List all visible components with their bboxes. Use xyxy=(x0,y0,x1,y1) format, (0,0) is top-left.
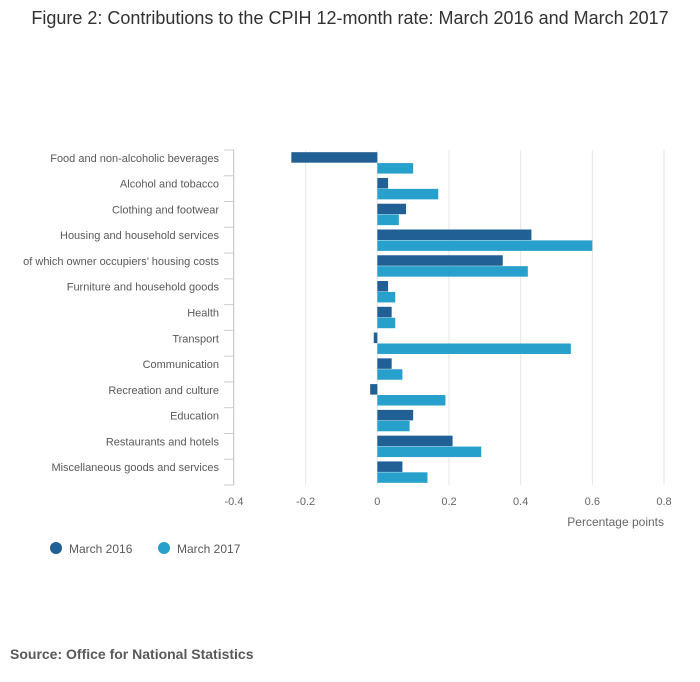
bar-march-2017 xyxy=(377,240,593,251)
category-label: Housing and household services xyxy=(60,230,219,242)
legend-marker xyxy=(50,542,62,554)
bar-march-2016 xyxy=(370,384,378,395)
bar-march-2017 xyxy=(377,446,482,458)
bar-march-2016 xyxy=(377,306,392,318)
bar-march-2016 xyxy=(291,152,378,163)
category-label: Miscellaneous goods and services xyxy=(51,462,219,474)
category-label: Restaurants and hotels xyxy=(106,436,220,448)
bar-march-2017 xyxy=(377,214,399,226)
bar-march-2016 xyxy=(377,203,406,215)
x-tick-label: 0.8 xyxy=(656,496,671,508)
category-label: Alcohol and tobacco xyxy=(120,179,219,191)
bar-march-2016 xyxy=(377,177,389,189)
legend: March 2016 March 2017 xyxy=(50,542,241,556)
bar-march-2017 xyxy=(377,472,428,483)
category-axis xyxy=(224,149,234,486)
bar-march-2017 xyxy=(377,420,410,432)
bars xyxy=(291,152,593,483)
category-label: Clothing and footwear xyxy=(112,204,219,216)
x-tick-label: 0.4 xyxy=(513,496,528,508)
bar-march-2017 xyxy=(377,369,403,380)
bar-march-2016 xyxy=(377,461,403,472)
x-tick-label: 0.2 xyxy=(441,496,456,508)
bar-march-2017 xyxy=(377,188,439,200)
bar-march-2016 xyxy=(377,409,414,421)
category-label: of which owner occupiers’ housing costs xyxy=(23,256,219,268)
gridlines xyxy=(233,150,665,485)
chart-title: Figure 2: Contributions to the CPIH 12-m… xyxy=(31,8,669,28)
bar-march-2016 xyxy=(377,255,503,266)
bar-march-2017 xyxy=(377,317,396,329)
bar-march-2017 xyxy=(377,395,446,406)
category-label: Recreation and culture xyxy=(108,385,219,397)
bar-march-2017 xyxy=(377,343,571,354)
bar-march-2017 xyxy=(377,291,396,303)
legend-label: March 2017 xyxy=(177,542,241,556)
source-note: Source: Office for National Statistics xyxy=(10,646,254,662)
x-tick-label: -0.4 xyxy=(225,496,244,508)
bar-march-2016 xyxy=(373,332,378,344)
category-label: Communication xyxy=(143,359,219,371)
category-label: Transport xyxy=(172,333,219,345)
category-label: Education xyxy=(170,411,219,423)
legend-label: March 2016 xyxy=(69,542,133,556)
bar-march-2016 xyxy=(377,358,392,369)
bar-march-2016 xyxy=(377,229,532,240)
category-label: Health xyxy=(187,308,219,320)
x-axis-label: Percentage points xyxy=(567,515,664,529)
x-tick-label: -0.2 xyxy=(296,496,315,508)
x-tick-label: 0 xyxy=(374,496,380,508)
category-label: Food and non-alcoholic beverages xyxy=(50,153,219,165)
legend-marker xyxy=(158,542,170,554)
category-label: Furniture and household goods xyxy=(67,282,220,294)
x-tick-labels: -0.4 -0.2 0 0.2 0.4 0.6 0.8 xyxy=(225,496,672,508)
bar-march-2016 xyxy=(377,435,453,447)
bar-march-2016 xyxy=(377,281,389,292)
bar-march-2017 xyxy=(377,163,414,174)
x-tick-label: 0.6 xyxy=(585,496,600,508)
category-labels: Food and non-alcoholic beverages Alcohol … xyxy=(23,153,219,474)
bar-march-2017 xyxy=(377,266,528,277)
